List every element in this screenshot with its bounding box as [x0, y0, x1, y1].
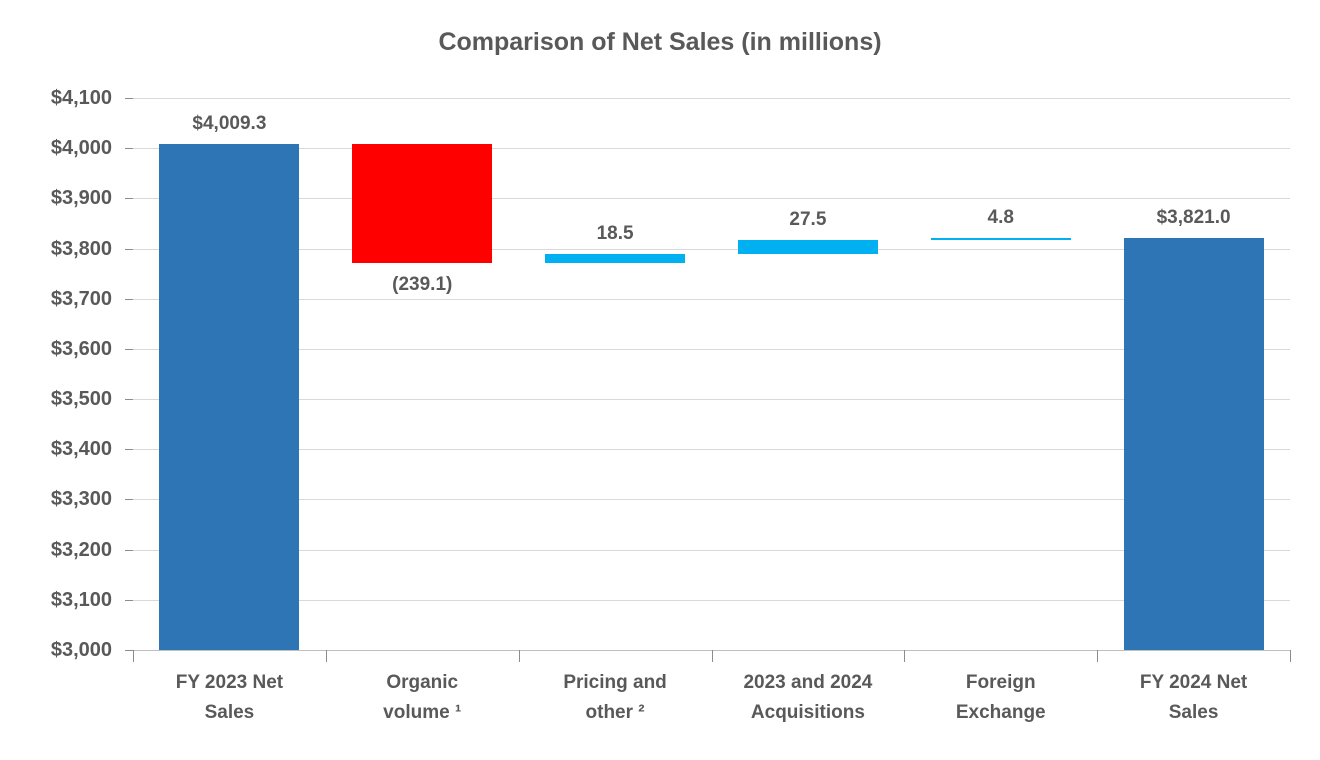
x-axis-category-label: FY 2024 Net Sales	[1139, 672, 1248, 723]
y-axis-tick	[125, 599, 133, 601]
y-axis-tick-label: $3,200	[50, 538, 112, 561]
x-axis-category-label: Pricing and other ²	[563, 672, 667, 723]
x-axis-category-label: Organic volume ¹	[383, 672, 462, 723]
x-axis-tick	[711, 650, 713, 662]
y-axis-tick	[125, 650, 133, 651]
gridline	[133, 98, 1290, 99]
waterfall-bar-total[interactable]	[159, 143, 300, 650]
bar-data-label: 18.5	[596, 223, 634, 245]
waterfall-bar-increase[interactable]	[737, 240, 878, 255]
x-axis-tick	[1290, 650, 1291, 662]
y-axis-tick-label: $3,800	[50, 237, 112, 260]
y-axis-tick	[125, 499, 133, 501]
gridline	[133, 198, 1290, 200]
bar-data-label: $3,821.0	[1156, 207, 1231, 228]
y-axis-tick	[125, 198, 133, 200]
y-axis-tick-label: $3,100	[50, 588, 112, 611]
x-axis-tick	[1097, 650, 1099, 662]
y-axis-tick	[125, 148, 133, 150]
waterfall-bar-increase[interactable]	[545, 254, 686, 264]
bar-data-label: 27.5	[789, 209, 827, 231]
y-axis-tick	[125, 549, 133, 551]
y-axis-tick-label: $3,500	[50, 388, 112, 411]
gridline	[133, 348, 1290, 350]
y-axis-tick-label: $3,300	[50, 488, 112, 511]
y-axis-tick-label: $3,900	[50, 187, 112, 210]
y-axis-tick-label: $3,400	[50, 438, 112, 461]
y-axis-tick	[125, 399, 133, 401]
x-axis-category-label: Foreign Exchange	[955, 672, 1046, 723]
y-axis-tick-label: $4,100	[50, 87, 112, 109]
gridline	[133, 549, 1290, 551]
x-axis-category-label: 2023 and 2024 Acquisitions	[743, 672, 873, 723]
gridline	[133, 248, 1290, 250]
y-axis-tick-label: $3,600	[50, 337, 112, 360]
waterfall-bar-decrease[interactable]	[352, 143, 493, 264]
chart-title: Comparison of Net Sales (in millions)	[438, 28, 882, 56]
x-axis-category-label: FY 2023 Net Sales	[175, 672, 284, 723]
bar-data-label: (239.1)	[392, 274, 453, 296]
x-axis-tick	[325, 650, 327, 662]
bar-data-label: $4,009.3	[192, 112, 267, 134]
y-axis-tick-label: $3,000	[50, 639, 112, 661]
y-axis-tick	[125, 449, 133, 451]
gridline	[133, 449, 1290, 451]
y-axis-tick-label: $4,000	[50, 137, 112, 160]
x-axis-tick	[518, 650, 520, 662]
y-axis-tick	[125, 98, 133, 99]
x-axis-tick	[133, 650, 134, 662]
waterfall-bar-increase[interactable]	[930, 238, 1071, 241]
gridline	[133, 298, 1290, 300]
y-axis-tick	[125, 298, 133, 300]
y-axis-tick-label: $3,700	[50, 287, 112, 310]
gridline	[133, 499, 1290, 501]
gridline	[133, 399, 1290, 401]
x-axis-tick	[904, 650, 906, 662]
y-axis-tick	[125, 248, 133, 250]
bar-data-label: 4.8	[987, 207, 1014, 228]
waterfall-bar-total[interactable]	[1123, 238, 1264, 650]
gridline	[133, 148, 1290, 150]
y-axis-tick	[125, 348, 133, 350]
gridline	[133, 599, 1290, 601]
